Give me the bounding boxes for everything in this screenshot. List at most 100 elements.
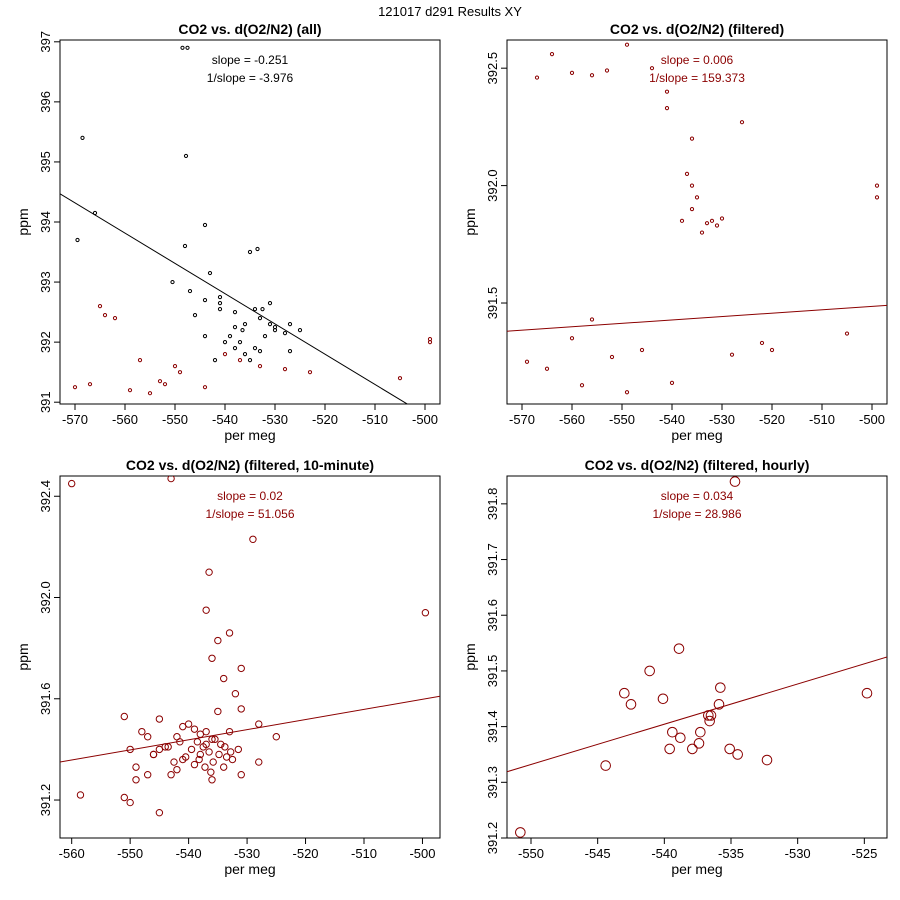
data-point — [252, 306, 258, 312]
data-point — [684, 171, 690, 176]
x-tick-label: -510 — [809, 412, 835, 427]
data-point — [127, 388, 133, 393]
data-point — [664, 89, 670, 94]
data-point — [669, 380, 675, 385]
data-point — [704, 221, 710, 226]
data-point — [252, 346, 258, 351]
data-point — [209, 758, 217, 766]
data-point — [255, 758, 263, 766]
data-point — [181, 753, 190, 761]
data-point — [689, 206, 695, 212]
plot-area — [60, 45, 433, 404]
plot-frame — [506, 39, 888, 405]
fit-line — [60, 193, 409, 404]
chart-title: CO2 vs. d(O2/N2) (filtered, 10-minute) — [126, 457, 374, 473]
data-point — [227, 334, 233, 339]
data-point — [208, 776, 216, 784]
data-point — [192, 313, 198, 318]
y-tick-label: 395 — [38, 151, 53, 173]
x-tick-label: -530 — [234, 846, 260, 861]
x-axis-label: per meg — [671, 861, 722, 877]
data-point — [196, 730, 205, 738]
x-tick-label: -520 — [293, 846, 319, 861]
data-point — [149, 750, 158, 759]
data-point — [211, 735, 219, 743]
data-point — [649, 66, 655, 71]
slope-annotation: slope = 0.02 — [217, 489, 283, 503]
chart-panel-3: CO2 vs. d(O2/N2) (filtered, 10-minute) -5… — [15, 457, 441, 877]
data-point — [693, 738, 705, 749]
data-point — [228, 755, 237, 764]
data-point — [769, 347, 775, 353]
fit-line — [507, 656, 887, 773]
data-point — [72, 385, 78, 390]
y-tick-label: 397 — [38, 31, 53, 53]
data-point — [427, 340, 433, 345]
y-tick-label: 392.0 — [485, 169, 500, 202]
data-point — [699, 230, 705, 235]
data-point — [214, 636, 222, 645]
data-point — [687, 743, 698, 755]
x-tick-label: -540 — [651, 846, 677, 861]
data-point — [287, 349, 293, 354]
data-point — [709, 218, 715, 223]
data-point — [217, 294, 223, 300]
data-point — [589, 317, 595, 322]
fit-line — [60, 695, 440, 763]
data-point — [242, 322, 248, 327]
data-point — [120, 793, 129, 802]
data-point — [132, 763, 140, 771]
data-point — [544, 366, 550, 371]
y-tick-label: 391 — [38, 391, 53, 413]
data-point — [179, 722, 187, 731]
data-point — [714, 223, 720, 228]
data-point — [225, 629, 234, 637]
data-point — [177, 370, 183, 375]
y-tick-label: 391.5 — [485, 655, 500, 688]
y-axis-label: ppm — [15, 208, 31, 235]
data-point — [173, 765, 181, 774]
data-point — [193, 738, 202, 746]
data-point — [242, 352, 248, 357]
data-point — [227, 748, 235, 756]
data-point — [307, 370, 313, 375]
data-point — [257, 349, 263, 354]
data-point — [201, 763, 209, 771]
data-point — [202, 297, 208, 303]
data-point — [569, 336, 575, 341]
x-tick-label: -530 — [785, 846, 811, 861]
y-axis-label: ppm — [15, 643, 31, 670]
data-point — [240, 328, 245, 333]
data-point — [759, 340, 765, 346]
data-point — [112, 316, 118, 321]
data-point — [190, 725, 199, 733]
data-point — [609, 354, 615, 360]
data-point — [569, 70, 575, 75]
data-point — [624, 390, 630, 395]
plot-frame — [59, 39, 441, 405]
data-point — [202, 606, 210, 614]
data-point — [225, 727, 234, 736]
y-tick-label: 392.4 — [38, 480, 53, 513]
y-tick-label: 391.8 — [485, 488, 500, 521]
data-point — [231, 690, 240, 698]
data-point — [247, 358, 253, 363]
data-point — [260, 306, 265, 312]
y-tick-label: 391.3 — [485, 766, 500, 799]
data-point — [287, 322, 293, 327]
data-point — [76, 791, 85, 799]
data-point — [67, 479, 76, 488]
inverse-slope-annotation: 1/slope = 28.986 — [652, 507, 741, 521]
data-point — [579, 383, 585, 388]
data-point — [97, 303, 103, 309]
data-point — [695, 726, 706, 738]
data-point — [639, 347, 645, 353]
data-point — [170, 279, 175, 285]
x-tick-label: -570 — [62, 412, 88, 427]
data-point — [874, 195, 880, 200]
chart-title: CO2 vs. d(O2/N2) (filtered, hourly) — [585, 457, 810, 473]
data-point — [212, 358, 218, 363]
data-point — [237, 771, 245, 779]
y-tick-label: 394 — [38, 211, 53, 233]
data-point — [75, 237, 80, 243]
